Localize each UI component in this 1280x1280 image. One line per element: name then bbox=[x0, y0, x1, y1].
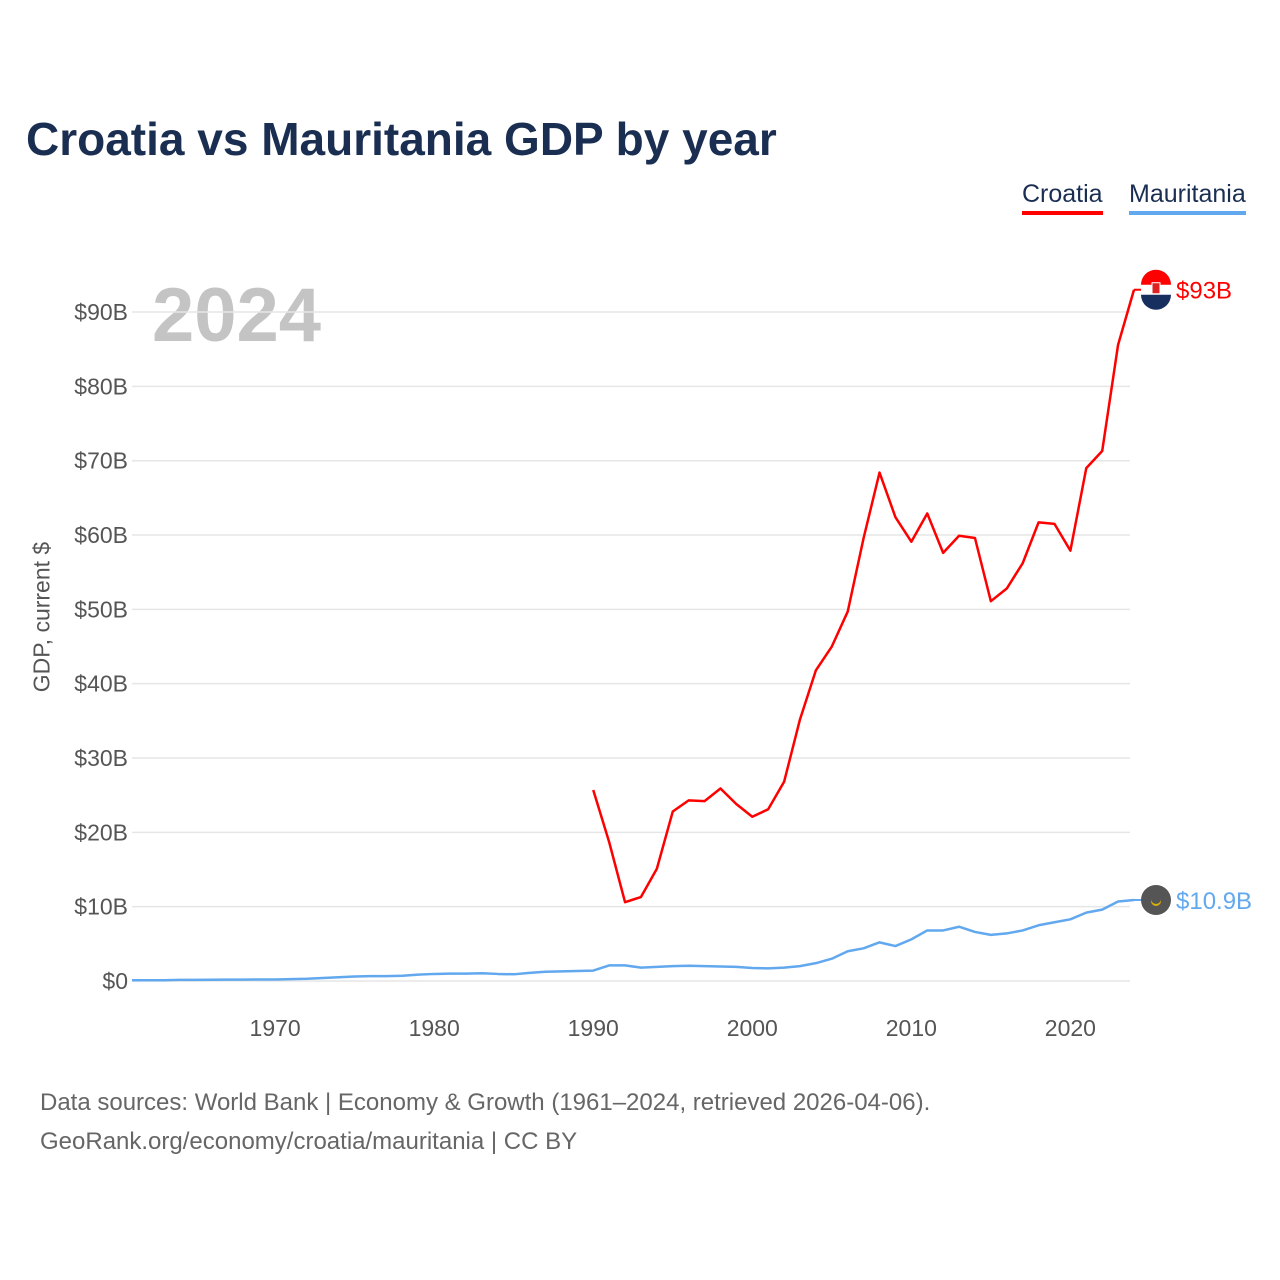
series-line-mauritania bbox=[132, 898, 1135, 982]
y-tick-label: $40B bbox=[74, 671, 128, 697]
x-tick-label: 2010 bbox=[886, 1015, 937, 1041]
footer: Data sources: World Bank | Economy & Gro… bbox=[40, 1083, 930, 1161]
x-tick-label: 1980 bbox=[409, 1015, 460, 1041]
series-line-croatia bbox=[592, 289, 1136, 904]
legend-mauritania[interactable]: Mauritania bbox=[1129, 180, 1246, 215]
end-value-label: $93B bbox=[1176, 278, 1232, 305]
y-tick-label: $50B bbox=[74, 596, 128, 622]
y-tick-label: $70B bbox=[74, 448, 128, 474]
flag-checkerboard bbox=[1151, 282, 1161, 295]
flag-stripe bbox=[1141, 294, 1171, 310]
y-tick-label: $0 bbox=[102, 968, 128, 994]
footer-link[interactable]: GeoRank.org/economy/croatia/mauritania |… bbox=[40, 1128, 578, 1155]
y-tick-label: $20B bbox=[74, 819, 128, 845]
y-tick-label: $90B bbox=[74, 299, 128, 325]
flag-stripe bbox=[1141, 269, 1171, 285]
x-tick-label: 2020 bbox=[1045, 1015, 1096, 1041]
chart-title: Croatia vs Mauritania GDP by year bbox=[26, 113, 777, 165]
y-tick-label: $60B bbox=[74, 522, 128, 548]
legend-croatia[interactable]: Croatia bbox=[1022, 180, 1103, 215]
x-tick-label: 1990 bbox=[568, 1015, 619, 1041]
end-value-label: $10.9B bbox=[1176, 888, 1252, 915]
flag-crescent-cut bbox=[1151, 893, 1161, 904]
y-tick-label: $10B bbox=[74, 894, 128, 920]
y-tick-label: $30B bbox=[74, 745, 128, 771]
year-label: 2024 bbox=[152, 273, 322, 358]
footer-sources: Data sources: World Bank | Economy & Gro… bbox=[40, 1089, 931, 1116]
x-tick-label: 1970 bbox=[250, 1015, 301, 1041]
x-tick-label: 2000 bbox=[727, 1015, 778, 1041]
y-tick-label: $80B bbox=[74, 373, 128, 399]
